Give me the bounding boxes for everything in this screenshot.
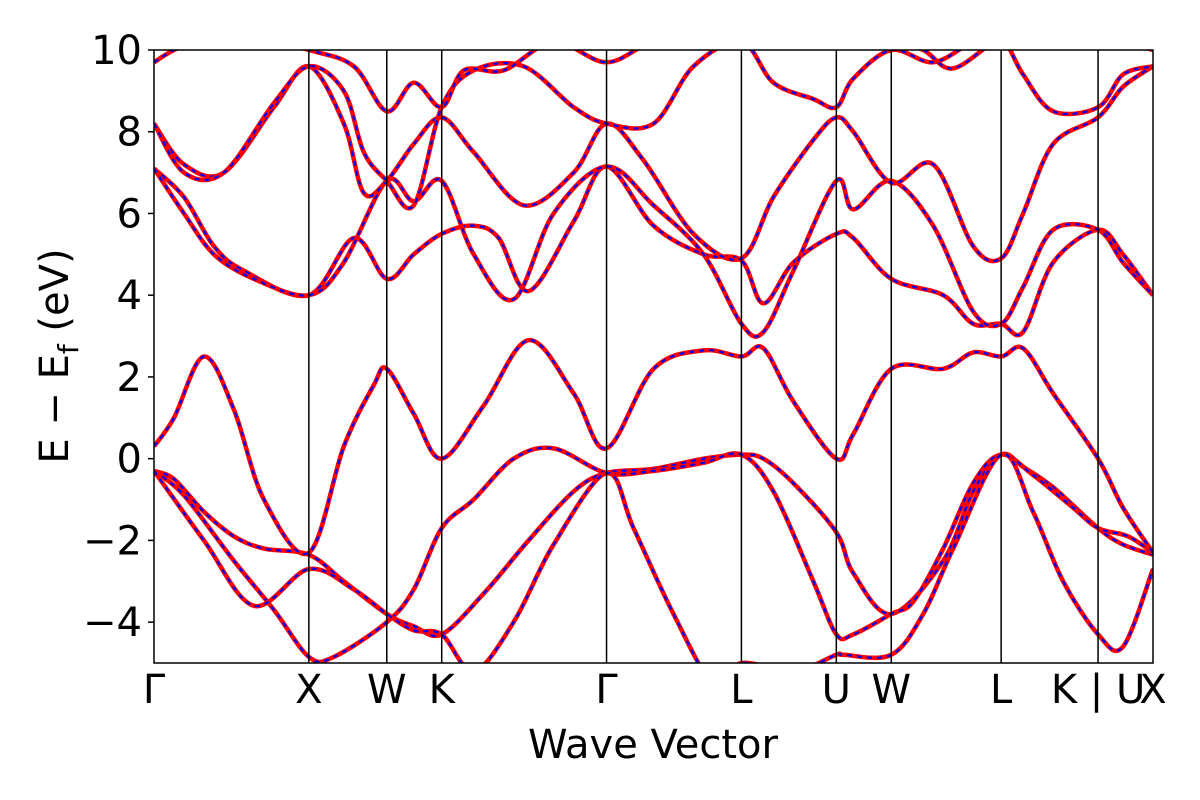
ytick-label: 2 — [117, 355, 142, 401]
xtick-label: Γ — [595, 667, 618, 713]
ytick-label: −4 — [83, 600, 142, 646]
y-axis-title-main: E − E — [32, 354, 78, 464]
kpoint-lines — [308, 50, 1099, 663]
band-1-blue — [154, 452, 1153, 637]
ytick-label: 0 — [117, 437, 142, 483]
band-9-red — [154, 50, 1153, 114]
ytick-label: 10 — [91, 28, 142, 74]
band-6-red — [154, 164, 1153, 339]
band-4-blue — [154, 339, 1153, 556]
xtick-label: X — [295, 667, 322, 713]
xtick-label: L — [730, 667, 753, 713]
xtick-label: W — [367, 667, 407, 713]
y-axis-title-subscript: f — [52, 343, 85, 354]
xtick-label: X — [1139, 667, 1166, 713]
bands-layer — [154, 50, 1153, 663]
xtick-label: W — [871, 667, 911, 713]
xtick-label: K — [429, 667, 457, 713]
band-8-blue — [154, 50, 1153, 210]
y-axis-ticks: −4 −2 0 2 4 6 8 10 — [83, 28, 154, 646]
band-3-blue — [154, 453, 1153, 663]
ytick-label: −2 — [83, 518, 142, 564]
plot-frame — [153, 49, 1154, 664]
xtick-label: Γ — [143, 667, 166, 713]
band-1-red — [154, 451, 1153, 639]
y-axis-title: E − Ef (eV) — [32, 248, 85, 463]
band-8-red — [154, 50, 1153, 211]
xtick-label: K | U — [1051, 667, 1145, 713]
band-4-red — [154, 337, 1153, 557]
band-7-red — [154, 64, 1153, 264]
y-axis-title-unit: (eV) — [32, 248, 78, 344]
xtick-label: L — [990, 667, 1013, 713]
x-axis-title: Wave Vector — [528, 722, 779, 768]
band-6-blue — [154, 165, 1153, 338]
ytick-label: 4 — [117, 273, 142, 319]
band-5-blue — [154, 165, 1153, 337]
band-9-blue — [154, 50, 1153, 113]
xtick-label: U — [822, 667, 851, 713]
ytick-label: 6 — [117, 191, 142, 237]
ytick-label: 8 — [117, 110, 142, 156]
band-5-red — [154, 164, 1153, 338]
band-7-blue — [154, 65, 1153, 263]
